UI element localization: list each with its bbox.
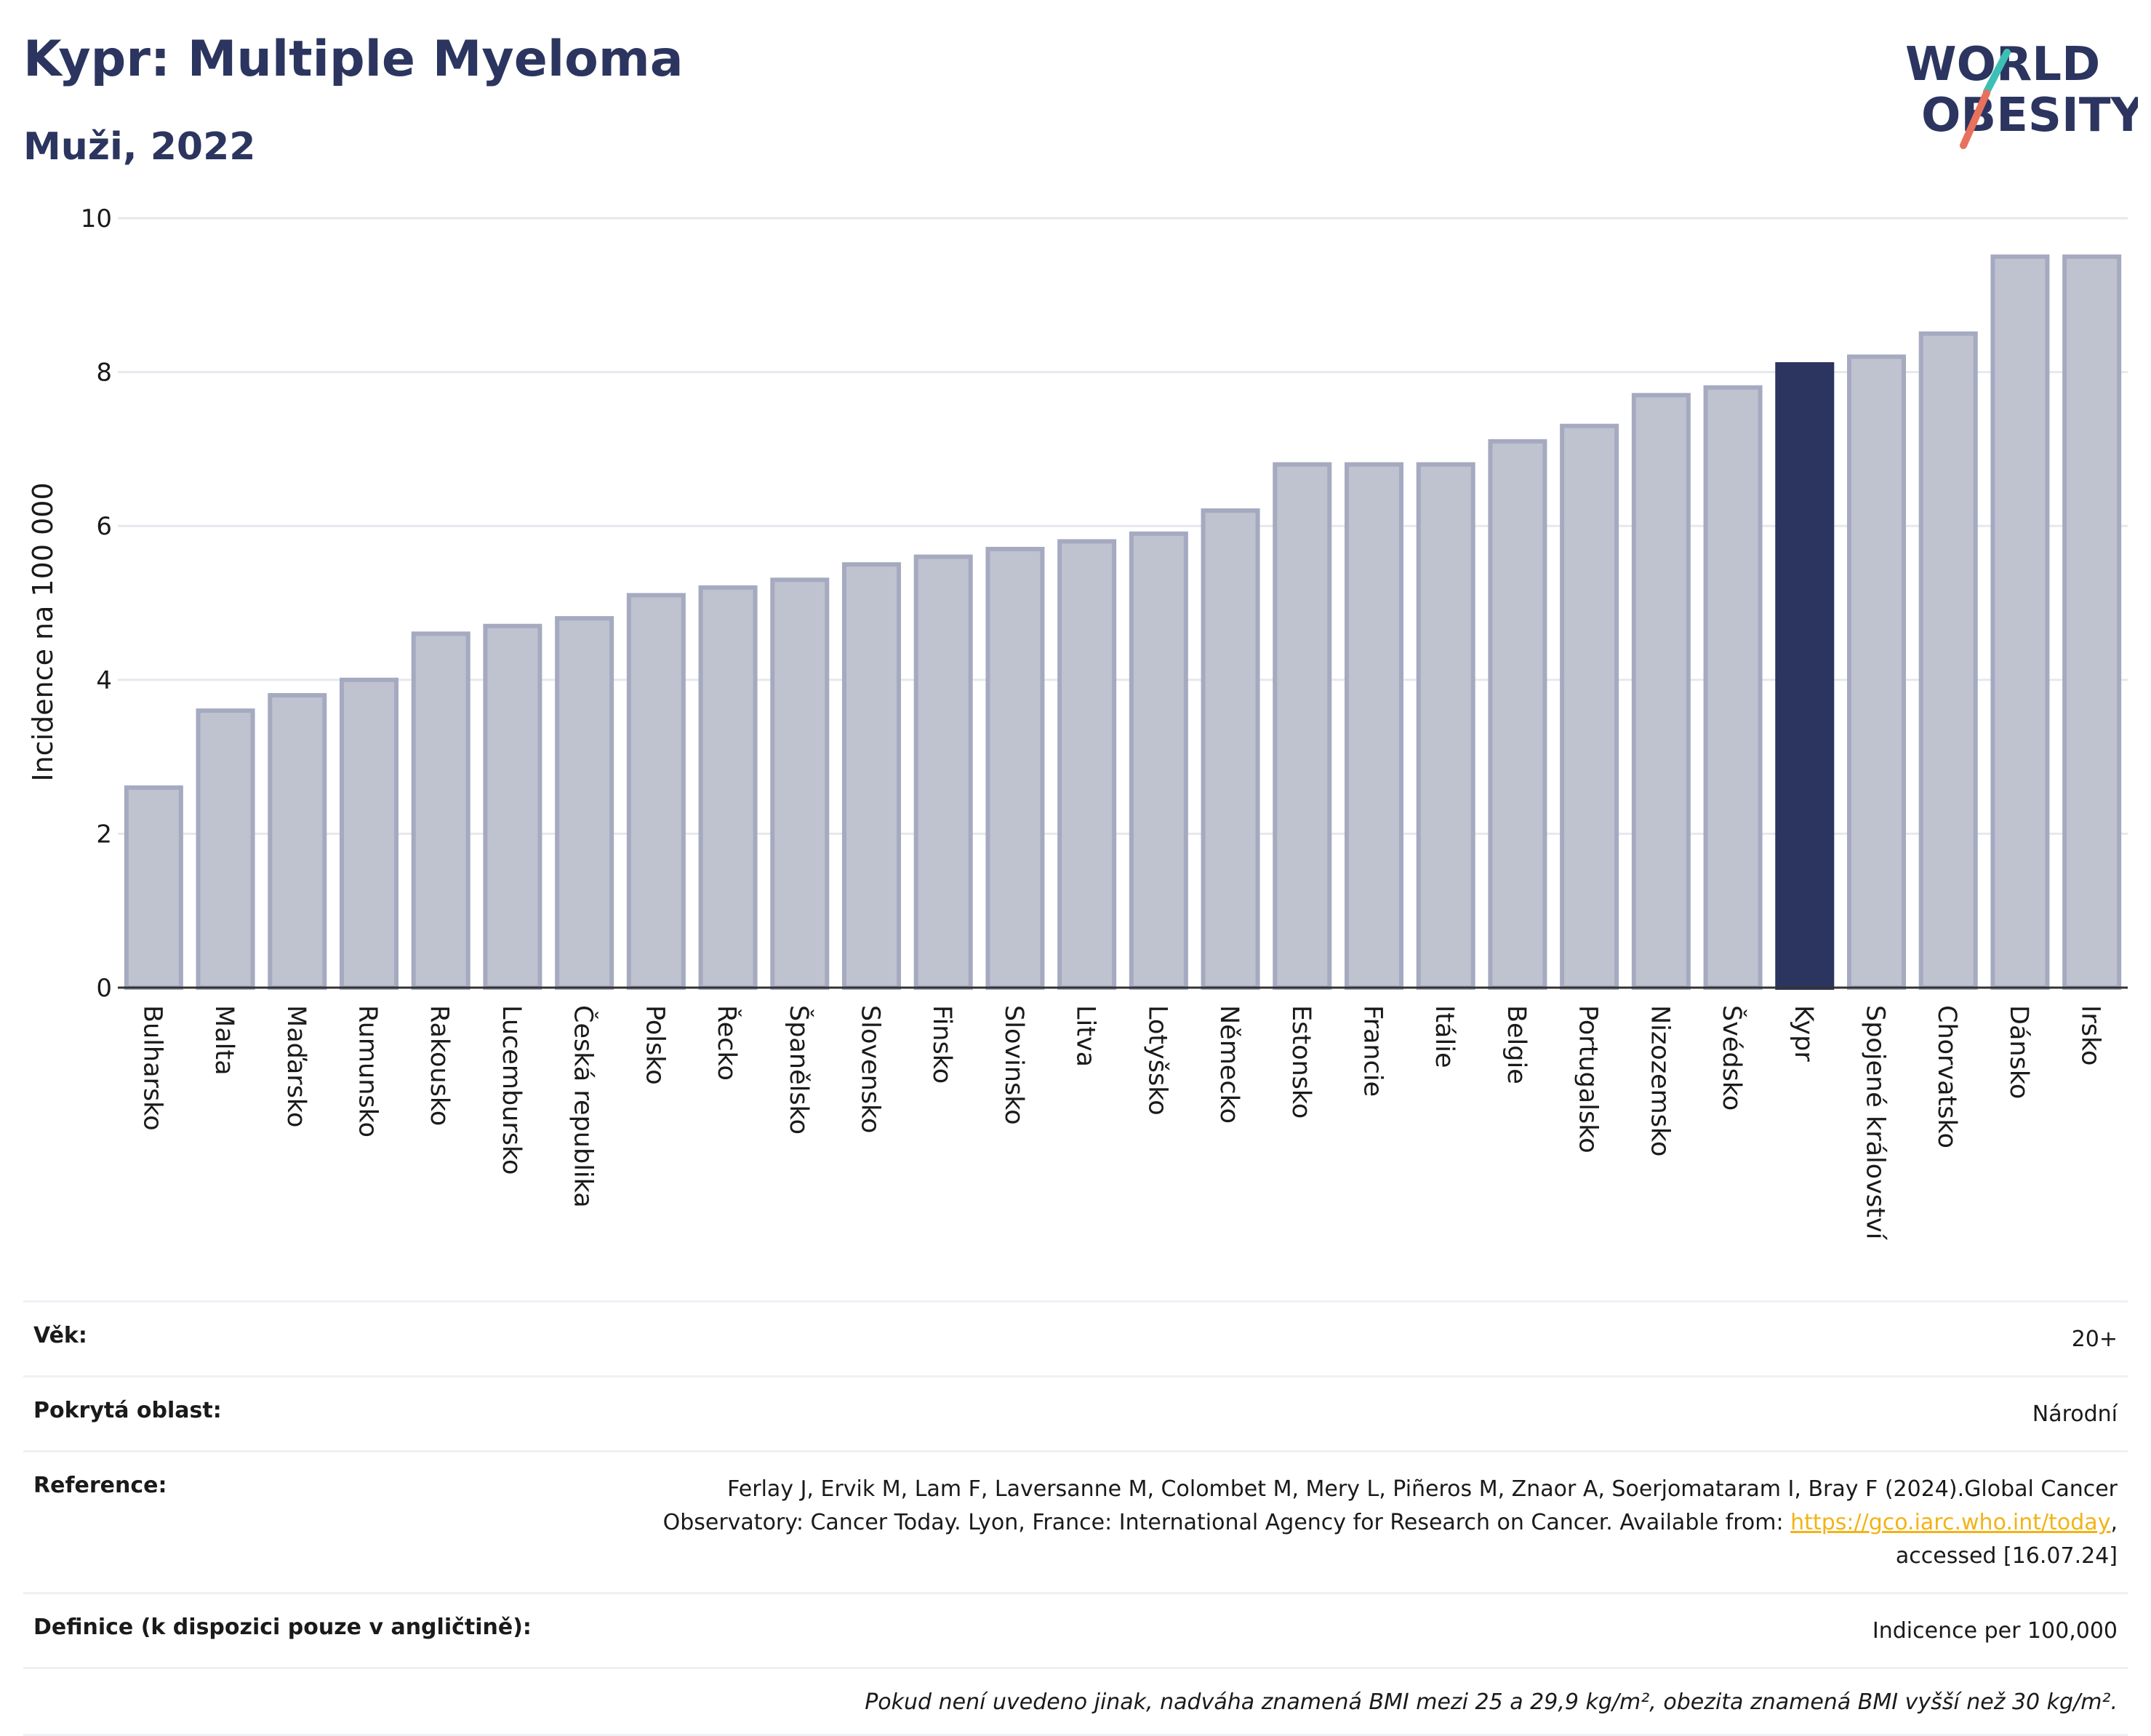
bar: [1273, 462, 1332, 990]
bar-chart: 0 2 4 6 8 10 Bulharsko Malta Maďarsko Rumunsko Ra…: [27, 204, 2128, 1241]
info-row-area: Pokrytá oblast: Národní: [23, 1375, 2128, 1450]
bar: [1344, 462, 1404, 990]
x-axis-labels: Bulharsko Malta Maďarsko Rumunsko Rakousko Lu…: [137, 1005, 2104, 1241]
age-label: Věk:: [33, 1323, 87, 1348]
page-title: Kypr: Multiple Myeloma: [23, 31, 684, 88]
y-tick-label: 0: [96, 974, 112, 1003]
bar: [770, 577, 830, 990]
bar: [196, 708, 255, 990]
x-tick-label: Bulharsko: [137, 1005, 167, 1131]
footnote: Pokud není uvedeno jinak, nadváha znamen…: [865, 1689, 2118, 1715]
bar: [411, 631, 470, 990]
x-tick-label: Finsko: [927, 1005, 956, 1084]
bar: [124, 785, 183, 990]
bar: [555, 616, 614, 990]
definition-value: Indicence per 100,000: [1872, 1618, 2118, 1644]
bar: [985, 546, 1045, 990]
definition-label: Definice (k dispozici pouze v angličtině…: [33, 1615, 532, 1640]
x-tick-label: Slovinsko: [999, 1005, 1028, 1125]
bar: [1560, 423, 1619, 991]
x-tick-label: Itálie: [1430, 1005, 1459, 1068]
x-tick-label: Litva: [1071, 1005, 1100, 1067]
x-tick-label: Maďarsko: [281, 1005, 311, 1127]
bar: [841, 562, 902, 990]
bar-highlight: [1775, 362, 1835, 990]
reference-text-3: ,: [2110, 1510, 2118, 1535]
area-value: Národní: [2032, 1401, 2118, 1427]
reference-text-2: Observatory: Cancer Today. Lyon, France:…: [662, 1510, 1791, 1535]
reference-link[interactable]: https://gco.iarc.who.int/today: [1790, 1510, 2111, 1535]
y-tick-label: 10: [81, 204, 112, 233]
x-tick-label: Irsko: [2076, 1005, 2105, 1065]
bar: [1416, 462, 1475, 990]
bar: [2062, 254, 2122, 990]
x-tick-label: Řecko: [712, 1005, 742, 1081]
bar: [913, 554, 973, 990]
age-value: 20+: [2071, 1327, 2118, 1352]
y-axis-title: Incidence na 100 000: [27, 482, 59, 781]
bar: [339, 677, 399, 990]
world-obesity-logo: WORLD OBESITY: [1905, 38, 2138, 149]
bar: [1488, 439, 1547, 990]
x-tick-label: Lotyšsko: [1142, 1005, 1171, 1116]
info-row-note: Pokud není uvedeno jinak, nadváha znamen…: [23, 1667, 2128, 1736]
x-tick-label: Slovensko: [856, 1005, 885, 1133]
y-tick-label: 2: [96, 820, 112, 849]
x-tick-label: Rakousko: [425, 1005, 454, 1126]
bar: [1631, 393, 1691, 990]
x-tick-label: Lucembursko: [497, 1005, 526, 1175]
x-tick-label: Belgie: [1502, 1005, 1531, 1084]
x-tick-label: Německo: [1214, 1005, 1243, 1124]
bar: [483, 623, 542, 990]
bar: [1201, 508, 1260, 991]
reference-label: Reference:: [33, 1473, 167, 1498]
reference-value: Ferlay J, Ervik M, Lam F, Laversanne M, …: [663, 1473, 2118, 1573]
x-tick-label: Estonsko: [1286, 1005, 1315, 1119]
info-row-definition: Definice (k dispozici pouze v angličtině…: [23, 1592, 2128, 1667]
logo-slash-teal-icon: [1983, 49, 2011, 95]
bar: [1129, 531, 1188, 990]
y-tick-label: 4: [96, 666, 112, 695]
info-row-age: Věk: 20+: [23, 1300, 2128, 1375]
info-row-reference: Reference: Ferlay J, Ervik M, Lam F, Lav…: [23, 1450, 2128, 1592]
y-axis-ticks: 0 2 4 6 8 10: [81, 204, 112, 1003]
x-tick-label: Česká republika: [569, 1005, 599, 1208]
bar: [626, 593, 686, 990]
y-tick-label: 6: [96, 512, 112, 541]
chart-bars: [124, 254, 2122, 991]
info-table: Věk: 20+ Pokrytá oblast: Národní Referen…: [23, 1300, 2128, 1736]
bar: [1703, 385, 1763, 990]
logo-line2: OBESITY: [1921, 89, 2138, 143]
x-tick-label: Švédsko: [1717, 1005, 1747, 1111]
x-tick-label: Dánsko: [2004, 1005, 2033, 1099]
x-tick-label: Španělsko: [784, 1005, 814, 1135]
x-tick-label: Nizozemsko: [1645, 1005, 1674, 1156]
bar: [698, 585, 758, 990]
area-label: Pokrytá oblast:: [33, 1398, 222, 1423]
page-subtitle: Muži, 2022: [23, 125, 256, 169]
bar: [1846, 354, 1907, 990]
bar: [1990, 254, 2050, 990]
reference-text-1: Ferlay J, Ervik M, Lam F, Laversanne M, …: [727, 1476, 2118, 1502]
bar: [268, 692, 327, 991]
x-tick-label: Rumunsko: [353, 1005, 382, 1137]
x-tick-label: Spojené království: [1861, 1005, 1890, 1241]
bar: [1918, 331, 1978, 990]
x-tick-label: Polsko: [640, 1005, 669, 1085]
x-tick-label: Francie: [1358, 1005, 1387, 1097]
x-tick-label: Portugalsko: [1574, 1005, 1603, 1153]
reference-text-4: accessed [16.07.24]: [1895, 1543, 2118, 1569]
logo-slash-coral-icon: [1960, 89, 1990, 149]
y-tick-label: 8: [96, 359, 112, 388]
x-tick-label: Chorvatsko: [1932, 1005, 1961, 1148]
bar: [1057, 539, 1117, 990]
x-tick-label: Kypr: [1789, 1005, 1818, 1062]
x-tick-label: Malta: [209, 1005, 239, 1076]
